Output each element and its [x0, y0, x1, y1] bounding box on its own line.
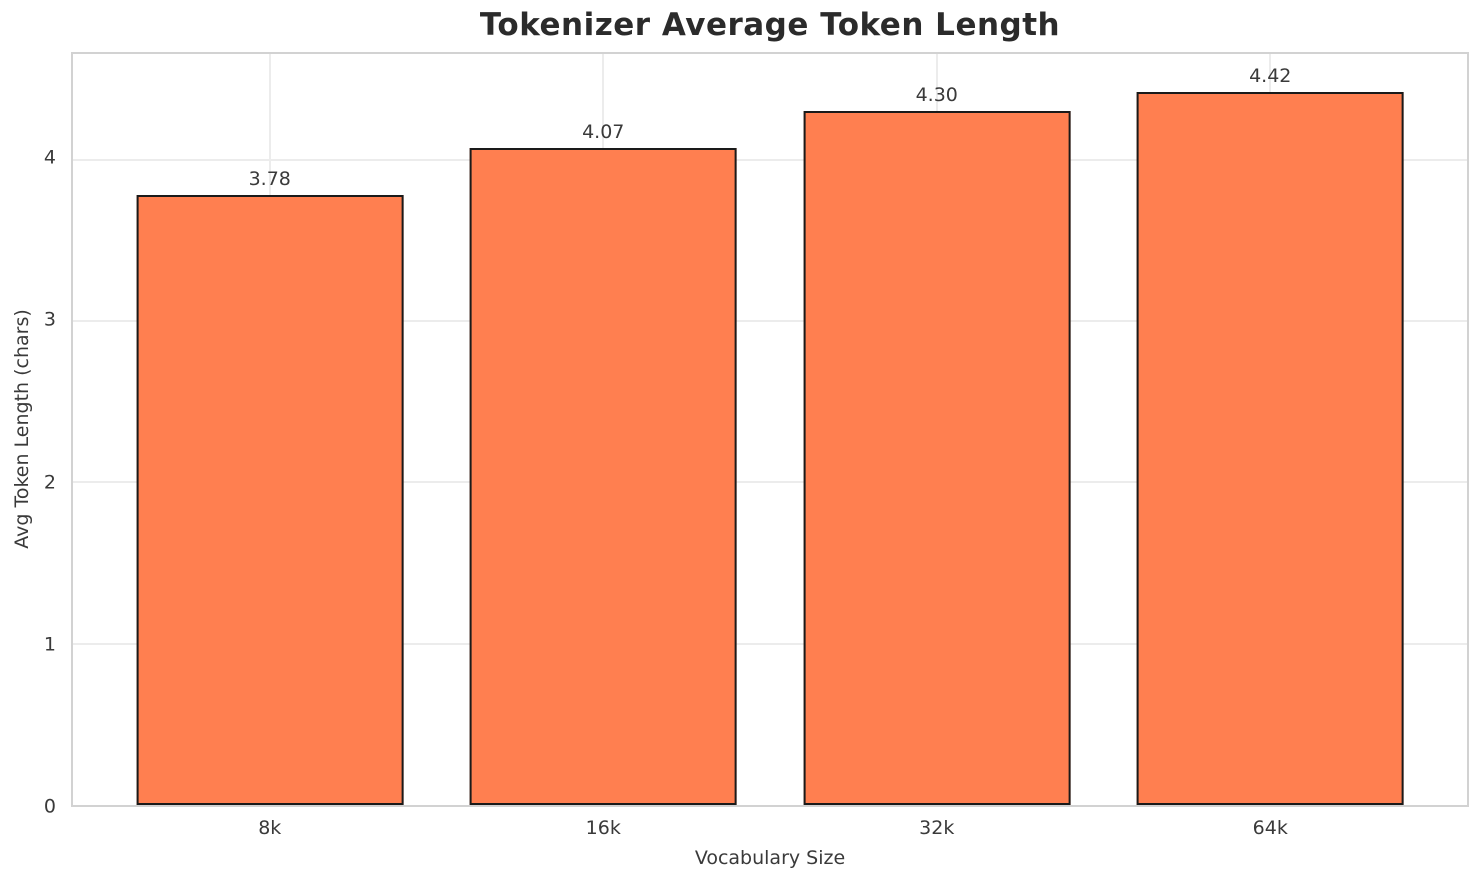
- y-tick-label: 4: [43, 146, 56, 169]
- x-tick-label: 16k: [585, 817, 621, 839]
- bar: [803, 111, 1071, 805]
- bar-value-label: 4.30: [915, 84, 958, 107]
- x-tick-label: 8k: [258, 817, 282, 839]
- y-gridline: [73, 320, 1467, 323]
- y-tick-label: 3: [43, 308, 56, 331]
- bar-value-label: 3.78: [248, 168, 291, 191]
- y-tick-label: 0: [43, 795, 56, 818]
- bar: [1136, 91, 1404, 805]
- plot-area: 3.78 8k 4.07 16k 4.30 32k 4.42 64k: [71, 52, 1469, 839]
- y-gridline: [73, 158, 1467, 161]
- bar-value-label: 4.42: [1249, 64, 1292, 87]
- y-tick-label: 1: [43, 633, 56, 656]
- y-gridline: [73, 481, 1467, 484]
- bar: [136, 195, 404, 805]
- y-tick-label: 2: [43, 471, 56, 494]
- bar: [469, 148, 737, 805]
- y-gridline: [73, 642, 1467, 645]
- x-tick-label: 32k: [919, 817, 955, 839]
- y-tick-labels: 0 1 2 3 4: [0, 52, 56, 816]
- x-tick-label: 64k: [1252, 817, 1288, 839]
- bar-value-label: 4.07: [582, 121, 625, 144]
- x-axis-label: Vocabulary Size: [694, 847, 846, 869]
- chart-title: Tokenizer Average Token Length: [479, 7, 1061, 43]
